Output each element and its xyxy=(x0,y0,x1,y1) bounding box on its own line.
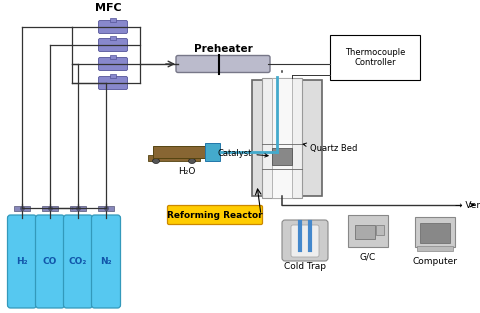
Bar xyxy=(330,35,420,80)
Text: H₂O: H₂O xyxy=(178,167,195,177)
FancyBboxPatch shape xyxy=(92,215,120,308)
FancyBboxPatch shape xyxy=(8,215,36,308)
FancyBboxPatch shape xyxy=(98,58,128,70)
Bar xyxy=(107,206,114,211)
Bar xyxy=(110,55,116,59)
Ellipse shape xyxy=(189,158,195,163)
Bar xyxy=(415,217,455,247)
Bar xyxy=(348,215,388,247)
Text: Reforming Reactor: Reforming Reactor xyxy=(167,211,263,219)
Bar xyxy=(205,143,220,161)
Bar xyxy=(51,206,58,211)
FancyBboxPatch shape xyxy=(36,215,64,308)
Text: Quartz Bed: Quartz Bed xyxy=(303,143,358,153)
FancyBboxPatch shape xyxy=(176,55,270,73)
Bar xyxy=(376,225,384,235)
Text: Thermocouple
Controller: Thermocouple Controller xyxy=(345,48,405,67)
Bar xyxy=(272,78,292,198)
Text: Preheater: Preheater xyxy=(193,44,252,54)
Bar xyxy=(420,223,450,243)
Bar xyxy=(252,80,322,196)
Text: H₂: H₂ xyxy=(16,257,28,266)
Text: Catalyst: Catalyst xyxy=(217,148,268,157)
Bar xyxy=(153,146,205,158)
Bar xyxy=(23,206,30,211)
Bar xyxy=(110,74,116,78)
Text: G/C: G/C xyxy=(360,253,376,262)
Bar xyxy=(70,206,77,211)
Ellipse shape xyxy=(153,158,159,163)
Text: → Vent: → Vent xyxy=(455,201,480,209)
Bar xyxy=(79,206,86,211)
Bar xyxy=(98,206,105,211)
Bar xyxy=(272,148,292,165)
FancyBboxPatch shape xyxy=(291,225,319,257)
FancyBboxPatch shape xyxy=(282,220,328,261)
Text: N₂: N₂ xyxy=(100,257,112,266)
Text: Computer: Computer xyxy=(412,257,457,266)
Text: CO₂: CO₂ xyxy=(69,257,87,266)
Bar xyxy=(417,246,453,251)
Bar xyxy=(262,78,302,198)
FancyBboxPatch shape xyxy=(98,20,128,33)
FancyBboxPatch shape xyxy=(168,206,263,224)
Text: CO: CO xyxy=(43,257,57,266)
Bar xyxy=(110,18,116,22)
FancyBboxPatch shape xyxy=(98,76,128,90)
Bar xyxy=(148,155,200,161)
FancyBboxPatch shape xyxy=(98,38,128,52)
FancyBboxPatch shape xyxy=(63,215,93,308)
Text: MFC: MFC xyxy=(95,3,121,13)
Bar xyxy=(110,36,116,40)
Text: Cold Trap: Cold Trap xyxy=(284,262,326,271)
Bar xyxy=(355,225,375,239)
Bar xyxy=(42,206,49,211)
Bar xyxy=(14,206,21,211)
